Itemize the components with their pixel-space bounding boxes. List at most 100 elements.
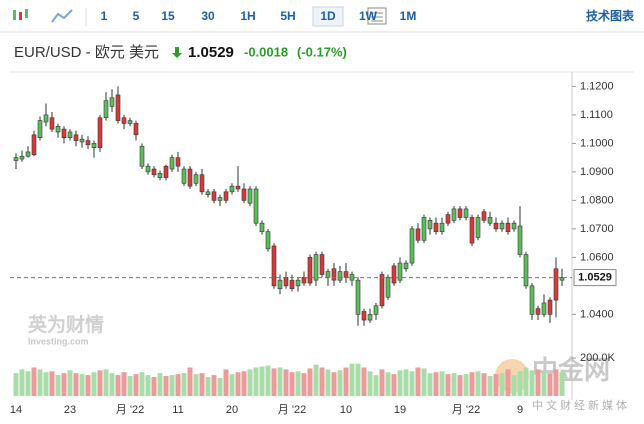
candle-body <box>385 277 391 298</box>
symbol-title: EUR/USD - 欧元 美元 <box>14 44 159 61</box>
volume-bar <box>373 375 379 396</box>
interval-button[interactable]: 1 <box>101 9 108 23</box>
candle-body <box>475 217 481 238</box>
volume-bar <box>247 369 253 396</box>
volume-bar <box>145 375 151 396</box>
volume-bar <box>559 372 565 396</box>
interval-button[interactable]: 5H <box>280 9 295 23</box>
volume-bar <box>541 372 547 396</box>
volume-bar <box>229 374 235 396</box>
last-price: 1.0529 <box>188 44 234 61</box>
candle-body <box>127 120 133 124</box>
candle-body <box>313 254 319 281</box>
volume-bar <box>139 372 145 396</box>
candle-body <box>163 165 169 178</box>
volume-bar <box>211 375 217 396</box>
watermark: 英为财情 <box>28 313 104 336</box>
candle-body <box>427 220 433 230</box>
candle-body <box>109 97 115 107</box>
volume-bar <box>397 370 403 396</box>
candle-body <box>463 208 469 218</box>
interval-button[interactable]: 30 <box>201 9 215 23</box>
candle-body <box>199 174 205 193</box>
volume-bar <box>325 369 331 396</box>
x-tick-label: 11 <box>172 404 183 416</box>
volume-bar <box>37 369 43 396</box>
candle-body <box>211 191 217 201</box>
y-tick-label: 1.0600 <box>580 251 614 263</box>
table-icon[interactable] <box>367 7 387 25</box>
volume-bar <box>97 370 103 396</box>
x-tick-label: 月 '22 <box>278 404 306 416</box>
volume-bar <box>547 373 553 396</box>
volume-bar <box>127 376 133 396</box>
candle-body <box>235 185 241 190</box>
volume-bar <box>175 374 181 396</box>
y-tick-label: 1.1000 <box>580 137 614 149</box>
volume-bar <box>55 375 61 396</box>
x-tick-label: 23 <box>64 404 76 416</box>
volume-bar <box>307 368 313 396</box>
candle-body <box>73 134 79 141</box>
volume-bar <box>199 373 205 396</box>
volume-bar <box>385 372 391 396</box>
candle-body <box>409 228 415 264</box>
price-change-pct: (-0.17%) <box>297 44 347 59</box>
candle-body <box>247 188 253 204</box>
candle-body <box>43 114 49 123</box>
volume-bar <box>439 371 445 396</box>
interval-button[interactable]: 5 <box>133 9 140 23</box>
interval-button[interactable]: 1H <box>240 9 255 23</box>
candle-icon[interactable] <box>13 9 28 20</box>
candle-body <box>265 231 271 250</box>
volume-bar <box>379 369 385 396</box>
candle-body <box>85 140 91 146</box>
x-tick-label: 9 <box>517 404 523 416</box>
interval-button[interactable]: 1M <box>400 9 417 23</box>
y-tick-label: 1.0400 <box>580 308 614 320</box>
candle-body <box>433 222 439 233</box>
candle-body <box>19 155 25 160</box>
candle-body <box>337 271 343 281</box>
candle-body <box>139 145 145 167</box>
volume-bar <box>457 375 463 396</box>
volume-bar <box>223 369 229 396</box>
candle-body <box>469 217 475 244</box>
volume-bar <box>283 369 289 396</box>
candle-body <box>55 125 61 133</box>
volume-bar <box>133 374 139 396</box>
volume-bar <box>499 373 505 396</box>
candle-body <box>421 217 427 241</box>
volume-bar <box>415 367 421 396</box>
candle-body <box>259 222 265 233</box>
volume-bar <box>259 366 265 396</box>
interval-button[interactable]: 15 <box>161 9 175 23</box>
volume-bar <box>73 373 79 396</box>
candle-body <box>67 131 73 138</box>
last-price-label: 1.0529 <box>578 272 612 284</box>
x-tick-label: 14 <box>10 404 22 416</box>
volume-bar <box>235 372 241 396</box>
candle-body <box>217 197 223 201</box>
volume-bar <box>475 371 481 396</box>
volume-bar <box>355 363 361 396</box>
volume-bar <box>295 371 301 396</box>
candle-body <box>133 123 139 136</box>
interval-button[interactable]: 1W <box>359 9 378 23</box>
candle-body <box>181 168 187 184</box>
y-tick-label: 1.1200 <box>580 80 614 92</box>
x-tick-label: 19 <box>394 404 406 416</box>
volume-bar <box>529 370 535 396</box>
volume-bar <box>13 373 19 396</box>
candle-body <box>499 222 505 230</box>
candle-body <box>229 185 235 193</box>
interval-button[interactable]: 1D <box>320 9 336 23</box>
candle-body <box>25 151 31 157</box>
candle-body <box>523 254 529 287</box>
last-price-box <box>573 269 617 287</box>
chart-link[interactable]: 技术图表 <box>586 8 635 23</box>
line-icon[interactable] <box>51 9 73 23</box>
volume-bar <box>391 374 397 396</box>
candle-body <box>325 271 331 278</box>
